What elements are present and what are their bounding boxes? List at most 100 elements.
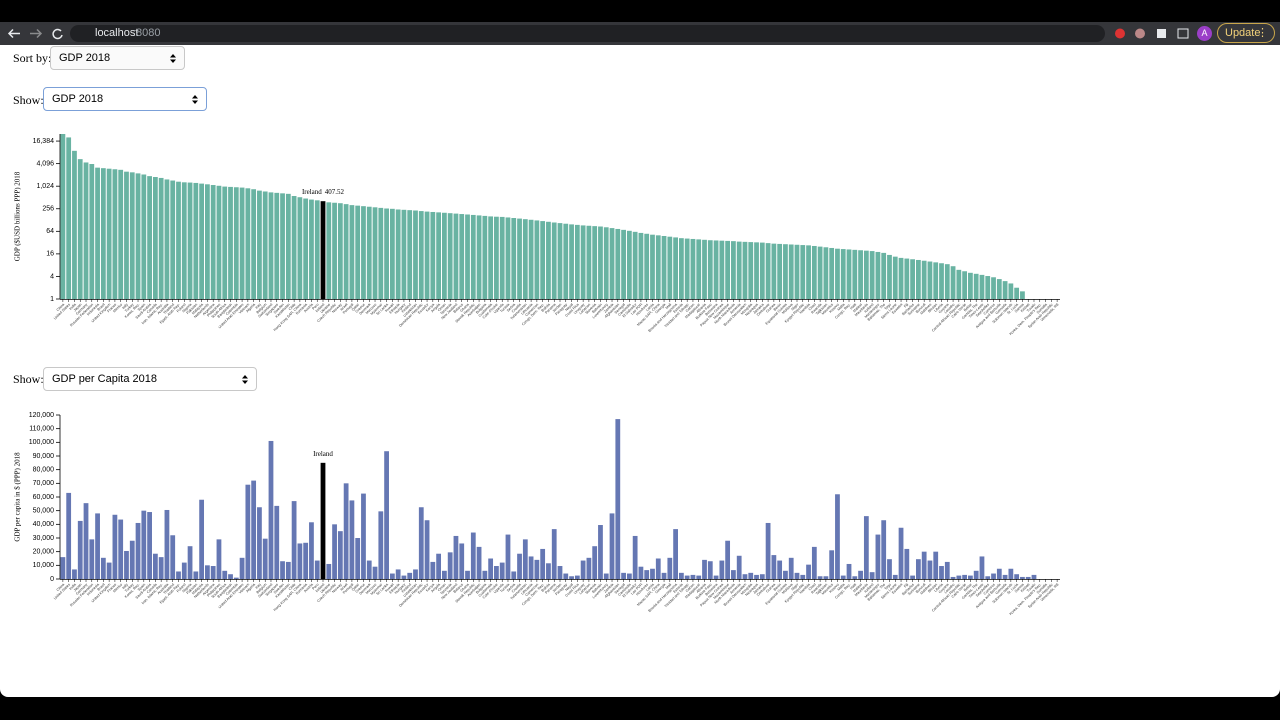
bar <box>326 563 332 579</box>
y-axis-label: GDP ($USD billions PPP) 2018 <box>14 171 22 261</box>
bar <box>794 244 800 299</box>
bar <box>453 213 459 299</box>
bar <box>268 440 274 579</box>
bar <box>1008 568 1014 579</box>
sort-label: Sort by: <box>13 51 52 65</box>
bar <box>1014 287 1020 299</box>
x-tick-label: Kenya <box>425 583 435 593</box>
show-select[interactable]: GDP 2018 <box>43 87 207 111</box>
bar <box>337 531 343 579</box>
x-tick-label: Qatar <box>351 582 361 592</box>
bar <box>835 248 840 299</box>
x-tick-label: Japan <box>73 583 83 593</box>
bar <box>783 570 788 579</box>
bar <box>239 557 245 579</box>
bar <box>667 236 673 299</box>
bar <box>684 238 690 299</box>
bar <box>170 180 176 299</box>
bar <box>569 576 574 579</box>
bar <box>690 574 696 579</box>
bar <box>384 208 389 299</box>
show-select[interactable]: GDP per Capita 2018 <box>43 367 257 391</box>
bar <box>66 492 72 579</box>
x-tick-label: Gabon <box>685 583 695 593</box>
bar <box>655 235 661 299</box>
bar <box>1002 281 1008 299</box>
extension-icon[interactable] <box>1115 28 1125 39</box>
x-tick-label: Estonia <box>672 303 683 314</box>
bar <box>840 575 846 579</box>
x-tick-label: Angola <box>430 303 441 314</box>
bar <box>863 516 869 579</box>
bar <box>956 269 962 299</box>
bar <box>326 202 332 299</box>
x-tick-label: Austria <box>303 583 314 594</box>
x-tick-label: China <box>56 303 65 312</box>
back-button[interactable] <box>7 28 20 39</box>
profile-avatar[interactable]: A <box>1197 26 1212 41</box>
x-tick-label: Iraq <box>255 303 262 310</box>
x-tick-label: Zambia <box>603 303 614 314</box>
bar <box>228 186 233 299</box>
bar <box>459 543 465 579</box>
bar <box>852 576 858 579</box>
extension-icon[interactable] <box>1135 28 1145 39</box>
bar <box>280 193 285 299</box>
bar <box>297 197 303 299</box>
bar <box>910 575 915 579</box>
bar <box>476 215 482 299</box>
y-tick-label: 256 <box>42 206 54 213</box>
bar <box>673 237 678 299</box>
bar <box>962 574 968 579</box>
x-tick-label: Spain <box>137 303 146 312</box>
reload-button[interactable] <box>52 28 63 40</box>
bar <box>83 162 89 299</box>
bar <box>580 560 586 579</box>
x-tick-label: Georgia <box>655 303 667 315</box>
bar <box>465 214 470 299</box>
bar <box>372 566 378 579</box>
x-tick-label: Latvia <box>645 303 655 313</box>
bar <box>915 259 921 299</box>
bar <box>1025 576 1031 579</box>
bar <box>707 240 713 299</box>
bar <box>731 241 736 299</box>
x-tick-label: Estonia <box>672 583 683 594</box>
x-tick-label: Ghana <box>459 303 469 313</box>
side-panel-icon[interactable] <box>1177 28 1189 39</box>
x-tick-label: Guinea <box>765 583 776 594</box>
x-tick-label: Brazil <box>97 302 106 311</box>
bar <box>210 185 216 299</box>
bar <box>158 177 164 299</box>
bar <box>418 211 424 299</box>
highlight-name: Ireland <box>313 449 333 457</box>
update-button[interactable]: Update ⋮ <box>1217 23 1275 43</box>
x-tick-label: Canada <box>146 583 158 595</box>
bar <box>852 249 858 299</box>
x-tick-label: Bolivia <box>541 583 551 593</box>
forward-button[interactable] <box>30 28 43 39</box>
x-tick-label: Belarus <box>453 302 465 314</box>
bar <box>725 240 731 299</box>
bar <box>765 243 771 299</box>
bar <box>528 556 534 579</box>
y-axis-label: GDP per capita in $ (PPP) 2018 <box>14 452 22 542</box>
x-tick-label: Kosovo <box>829 583 840 594</box>
x-tick-label: Italy <box>121 582 129 590</box>
bar <box>788 244 794 299</box>
sort-select[interactable]: GDP 2018 <box>50 46 185 70</box>
address-bar[interactable] <box>70 25 1105 42</box>
bar <box>829 550 835 579</box>
bar <box>470 214 476 299</box>
bar <box>378 207 384 299</box>
bar <box>551 529 557 579</box>
bar <box>956 575 962 579</box>
x-tick-label: Ukraine <box>320 303 332 315</box>
bar <box>395 209 401 299</box>
extensions-menu[interactable] <box>1157 29 1166 38</box>
bar <box>303 198 309 299</box>
bar <box>811 245 817 299</box>
bar <box>835 494 840 579</box>
bar <box>615 419 621 579</box>
bar <box>603 573 609 579</box>
